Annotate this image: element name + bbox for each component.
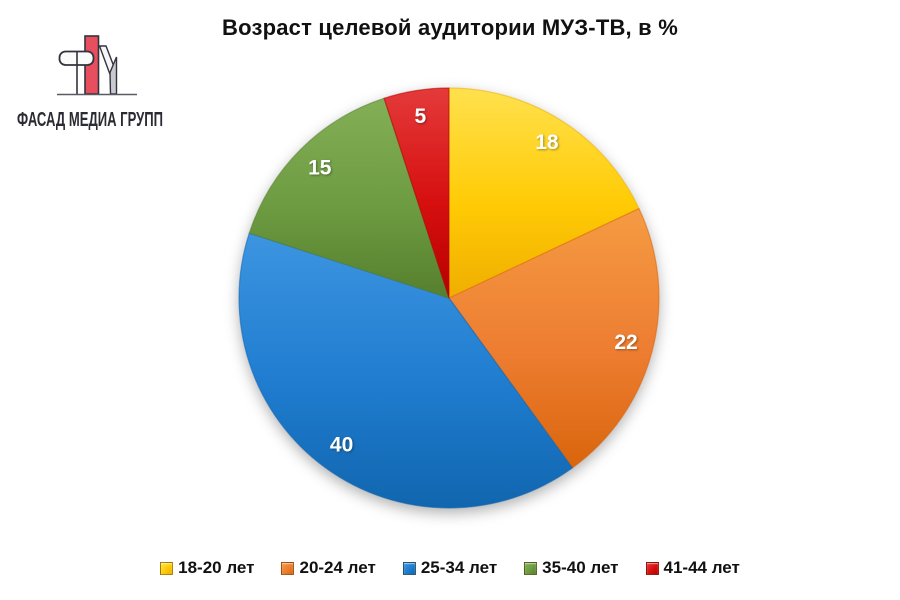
legend-label: 18-20 лет — [178, 558, 255, 577]
pie-slices — [238, 87, 660, 509]
pie-data-labels: 18 22 40 15 5 — [308, 105, 638, 456]
legend-item: 41-44 лет — [645, 558, 740, 578]
chart-legend: 18-20 лет 20-24 лет 25-34 лет 35-40 лет 41-4… — [0, 551, 900, 585]
company-logo: ФАСАД МЕДИА ГРУПП — [17, 35, 163, 131]
chart-title: Возраст целевой аудитории МУЗ-ТВ, в % — [222, 15, 678, 40]
legend-item: 35-40 лет — [524, 558, 619, 578]
slice-value-label: 22 — [614, 331, 637, 354]
pie-slice-35-40-лет — [248, 97, 450, 299]
legend-item: 18-20 лет — [160, 558, 254, 578]
legend-label: 25-34 лет — [420, 558, 498, 577]
logo-mark-icon — [57, 35, 137, 96]
legend-color-swatch — [281, 561, 295, 575]
legend-label: 20-24 лет — [299, 558, 376, 577]
legend-label: 41-44 лет — [663, 558, 740, 577]
slice-value-label: 18 — [535, 131, 559, 154]
legend-color-swatch — [524, 561, 538, 575]
legend-color-swatch — [402, 561, 416, 575]
legend-color-swatch — [645, 561, 659, 575]
pie-slice-18-20-лет — [448, 87, 640, 299]
legend-color-swatch — [160, 561, 174, 575]
legend-item: 25-34 лет — [402, 558, 498, 578]
slice-value-label: 40 — [330, 433, 353, 456]
pie-slice-20-24-лет — [448, 207, 660, 469]
logo-wordmark: ФАСАД МЕДИА ГРУПП — [17, 109, 163, 131]
slice-value-label: 15 — [308, 156, 332, 179]
pie-slice-41-44-лет — [383, 87, 450, 299]
legend-item: 20-24 лет — [281, 558, 376, 578]
slice-value-label: 5 — [415, 105, 427, 128]
pie-slice-25-34-лет — [238, 232, 574, 509]
legend-label: 35-40 лет — [542, 558, 619, 577]
